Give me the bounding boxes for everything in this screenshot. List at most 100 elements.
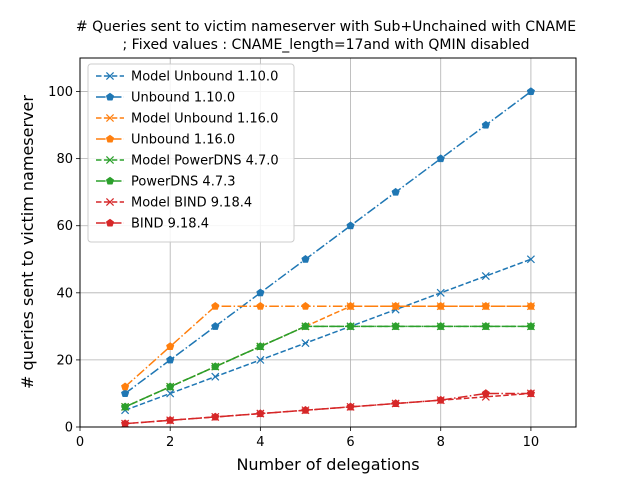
data-point (256, 342, 265, 350)
plot-frame (79, 57, 577, 428)
legend-label: Unbound 1.10.0 (131, 91, 235, 106)
data-point (436, 154, 445, 163)
legend-marker (105, 113, 115, 123)
legend-marker (105, 71, 115, 81)
series-line (124, 90, 532, 395)
data-point (526, 389, 536, 397)
x-tick-label: 4 (256, 435, 264, 450)
legend-entry: Model Unbound 1.10.0 (96, 70, 278, 85)
legend-marker (105, 218, 115, 227)
data-point (256, 355, 265, 364)
data-point (526, 255, 535, 264)
chart-title-line-1: # Queries sent to victim nameserver with… (76, 19, 576, 35)
legend-label: PowerDNS 4.7.3 (131, 175, 236, 190)
data-point (166, 389, 175, 398)
data-point (211, 301, 220, 310)
data-point (436, 288, 445, 297)
data-point (346, 322, 355, 330)
y-tick-label: 60 (56, 219, 73, 234)
series-line (124, 325, 531, 408)
data-point (256, 409, 265, 418)
data-point (166, 355, 175, 364)
data-point (301, 322, 310, 330)
data-point (211, 322, 220, 330)
data-point (166, 415, 175, 424)
legend-marker (105, 197, 115, 207)
series-line (125, 392, 531, 425)
x-tick-label: 2 (166, 435, 174, 450)
x-axis-label: Number of delegations (236, 455, 419, 474)
legend-entry: PowerDNS 4.7.3 (96, 175, 236, 190)
data-point (391, 322, 400, 330)
data-point (436, 395, 445, 404)
data-point (346, 221, 355, 230)
data-point (481, 322, 490, 330)
legend-label: BIND 9.18.4 (131, 217, 209, 232)
legend-label: Model Unbound 1.10.0 (131, 70, 278, 85)
data-point (120, 389, 130, 397)
data-point (436, 301, 445, 310)
series-5 (120, 322, 536, 411)
data-point (301, 339, 310, 348)
legend-marker (105, 134, 115, 143)
legend-label: Unbound 1.16.0 (131, 133, 235, 148)
y-tick-label: 40 (56, 286, 73, 301)
series-7 (120, 389, 536, 428)
legend-label: Model BIND 9.18.4 (131, 196, 252, 211)
data-point (120, 382, 130, 391)
series-line (124, 258, 532, 411)
legend-label: Model Unbound 1.16.0 (131, 112, 278, 127)
data-point (481, 120, 490, 129)
data-point (391, 301, 400, 310)
chart-title-line-2: ; Fixed values : CNAME_length=17and with… (123, 37, 530, 53)
x-tick-label: 10 (523, 435, 540, 450)
data-point (526, 301, 536, 310)
data-point (256, 301, 265, 310)
data-point (436, 322, 445, 330)
y-tick-label: 100 (48, 85, 73, 100)
data-point (166, 342, 175, 350)
legend-entry: Model PowerDNS 4.7.0 (96, 154, 279, 169)
legend-marker (105, 92, 115, 101)
legend: Model Unbound 1.10.0 Unbound 1.10.0 Model … (87, 63, 295, 243)
y-tick-label: 0 (65, 421, 73, 436)
legend-entry: Unbound 1.16.0 (96, 133, 235, 148)
data-point (481, 389, 490, 397)
series-3 (120, 301, 536, 391)
x-tick-label: 8 (437, 435, 445, 450)
series-line (124, 325, 531, 408)
data-point (301, 405, 310, 414)
legend-marker (105, 176, 115, 185)
data-point (481, 301, 490, 310)
legend-entry: Unbound 1.10.0 (96, 91, 235, 106)
data-point (391, 187, 400, 196)
data-point (211, 412, 220, 421)
data-point (526, 87, 536, 96)
legend-marker (105, 155, 115, 165)
data-point (256, 288, 265, 297)
legend-label: Model PowerDNS 4.7.0 (131, 154, 279, 169)
y-tick-label: 20 (56, 353, 73, 368)
data-point (211, 362, 220, 371)
data-point (301, 254, 310, 263)
legend-entry: Model BIND 9.18.4 (96, 196, 252, 211)
y-tick-label: 80 (56, 152, 73, 167)
legend-box (87, 63, 295, 243)
data-point (120, 402, 130, 411)
data-point (526, 322, 536, 330)
data-point (346, 301, 355, 310)
legend-entry: BIND 9.18.4 (96, 217, 209, 232)
data-point (481, 272, 490, 281)
x-tick-label: 6 (346, 435, 354, 450)
series-line (124, 305, 531, 388)
series-layer (120, 87, 536, 428)
x-tick-label: 0 (76, 435, 84, 450)
data-point (391, 399, 400, 407)
data-point (211, 372, 220, 381)
y-axis-label: # queries sent to victim nameserver (18, 95, 37, 389)
series-1 (120, 87, 536, 397)
data-point (346, 402, 355, 411)
legend-entry: Model Unbound 1.16.0 (96, 112, 278, 127)
